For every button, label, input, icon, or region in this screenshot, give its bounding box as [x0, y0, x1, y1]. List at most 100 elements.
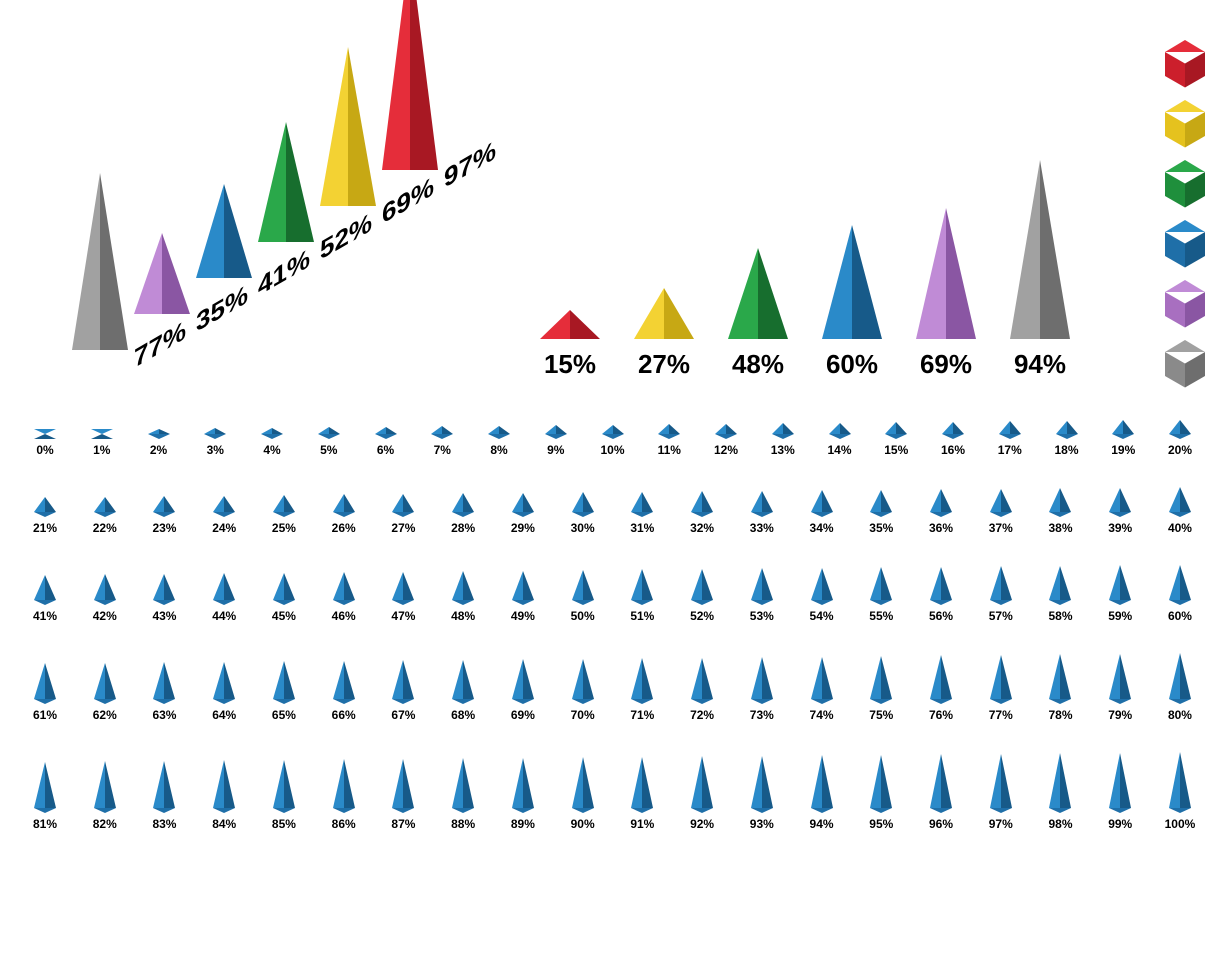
grid-cell: 98%: [1035, 753, 1085, 831]
grid-cell: 14%: [815, 423, 865, 457]
grid-cell-label: 7%: [417, 443, 467, 457]
grid-cell-label: 32%: [677, 521, 727, 535]
grid-cell-label: 87%: [378, 817, 428, 831]
grid-cell: 70%: [558, 659, 608, 722]
grid-cell-label: 38%: [1035, 521, 1085, 535]
grid-cell: 41%: [20, 575, 70, 623]
grid-cell-label: 74%: [797, 708, 847, 722]
grid-cell-label: 82%: [80, 817, 130, 831]
grid-cell-label: 43%: [139, 609, 189, 623]
grid-cell: 8%: [474, 426, 524, 457]
front-pyramid: 60%: [822, 225, 882, 380]
front-pyramid: 27%: [634, 288, 694, 380]
grid-cell-label: 15%: [871, 443, 921, 457]
iso-pyramid: 77%: [72, 173, 128, 350]
grid-cell: 39%: [1095, 488, 1145, 535]
grid-cell: 36%: [916, 489, 966, 535]
grid-cell: 16%: [928, 422, 978, 457]
front-pyramid: 94%: [1010, 160, 1070, 380]
grid-cell-label: 11%: [644, 443, 694, 457]
grid-cell-label: 22%: [80, 521, 130, 535]
iso-pyramid-label: 35%: [196, 278, 248, 339]
grid-cell: 11%: [644, 424, 694, 457]
grid-cell-label: 10%: [588, 443, 638, 457]
grid-row: 41%42%43%44%45%46%47%48%49%50%51%52%53%5…: [20, 565, 1205, 623]
grid-cell-label: 6%: [361, 443, 411, 457]
grid-cell-label: 17%: [985, 443, 1035, 457]
grid-cell-label: 23%: [139, 521, 189, 535]
grid-cell: 37%: [976, 489, 1026, 535]
front-pyramid: 48%: [728, 248, 788, 380]
grid-cell-label: 31%: [617, 521, 667, 535]
grid-cell-label: 18%: [1042, 443, 1092, 457]
grid-cell: 29%: [498, 493, 548, 535]
grid-cell: 89%: [498, 758, 548, 831]
grid-cell: 35%: [856, 490, 906, 535]
grid-cell-label: 9%: [531, 443, 581, 457]
grid-row: 0%1%2%3%4%5%6%7%8%9%10%11%12%13%14%15%16…: [20, 420, 1205, 457]
grid-cell: 71%: [617, 658, 667, 722]
iso-pyramid-label: 77%: [134, 314, 186, 375]
grid-cell-label: 83%: [139, 817, 189, 831]
grid-cell-label: 28%: [438, 521, 488, 535]
grid-cell: 56%: [916, 567, 966, 623]
grid-cell-label: 59%: [1095, 609, 1145, 623]
grid-cell: 45%: [259, 573, 309, 623]
iso-pyramid: 35%: [134, 233, 190, 314]
grid-cell-label: 95%: [856, 817, 906, 831]
grid-cell-label: 3%: [190, 443, 240, 457]
grid-cell: 47%: [378, 572, 428, 623]
grid-cell: 34%: [797, 490, 847, 535]
front-pyramid-label: 27%: [634, 349, 694, 380]
grid-cell-label: 71%: [617, 708, 667, 722]
grid-cell: 66%: [319, 661, 369, 722]
grid-cell: 62%: [80, 663, 130, 722]
grid-cell: 65%: [259, 661, 309, 722]
grid-cell: 69%: [498, 659, 548, 722]
grid-cell-label: 0%: [20, 443, 70, 457]
grid-cell-label: 34%: [797, 521, 847, 535]
grid-cell: 6%: [361, 427, 411, 457]
grid-cell: 3%: [190, 428, 240, 457]
grid-cell: 32%: [677, 491, 727, 535]
grid-cell-label: 80%: [1155, 708, 1205, 722]
grid-cell: 96%: [916, 754, 966, 831]
grid-cell: 48%: [438, 571, 488, 623]
legend-cube-gray: [1165, 340, 1205, 386]
grid-cell: 73%: [737, 657, 787, 722]
grid-cell: 84%: [199, 760, 249, 831]
iso-pyramid-label: 69%: [382, 170, 434, 231]
grid-cell: 0%: [20, 430, 70, 457]
grid-cell: 64%: [199, 662, 249, 722]
grid-cell: 15%: [871, 422, 921, 457]
grid-cell-label: 54%: [797, 609, 847, 623]
grid-cell: 90%: [558, 757, 608, 831]
grid-cell: 28%: [438, 493, 488, 535]
grid-cell: 80%: [1155, 653, 1205, 722]
grid-cell: 42%: [80, 574, 130, 623]
grid-cell-label: 65%: [259, 708, 309, 722]
grid-cell-label: 57%: [976, 609, 1026, 623]
grid-cell-label: 21%: [20, 521, 70, 535]
color-legend: [1165, 40, 1205, 386]
grid-cell: 67%: [378, 660, 428, 722]
legend-cube-blue: [1165, 220, 1205, 266]
grid-cell: 83%: [139, 761, 189, 831]
grid-cell-label: 84%: [199, 817, 249, 831]
iso-pyramid: 97%: [382, 0, 438, 170]
grid-cell-label: 1%: [77, 443, 127, 457]
grid-cell-label: 19%: [1098, 443, 1148, 457]
front-pyramid-label: 69%: [916, 349, 976, 380]
grid-cell-label: 47%: [378, 609, 428, 623]
grid-cell: 53%: [737, 568, 787, 623]
grid-cell-label: 91%: [617, 817, 667, 831]
grid-cell-label: 92%: [677, 817, 727, 831]
grid-cell-label: 29%: [498, 521, 548, 535]
grid-cell: 94%: [797, 755, 847, 831]
grid-cell: 1%: [77, 429, 127, 457]
grid-cell-label: 58%: [1035, 609, 1085, 623]
grid-cell: 24%: [199, 496, 249, 535]
grid-cell-label: 76%: [916, 708, 966, 722]
grid-cell: 75%: [856, 656, 906, 722]
grid-cell-label: 30%: [558, 521, 608, 535]
